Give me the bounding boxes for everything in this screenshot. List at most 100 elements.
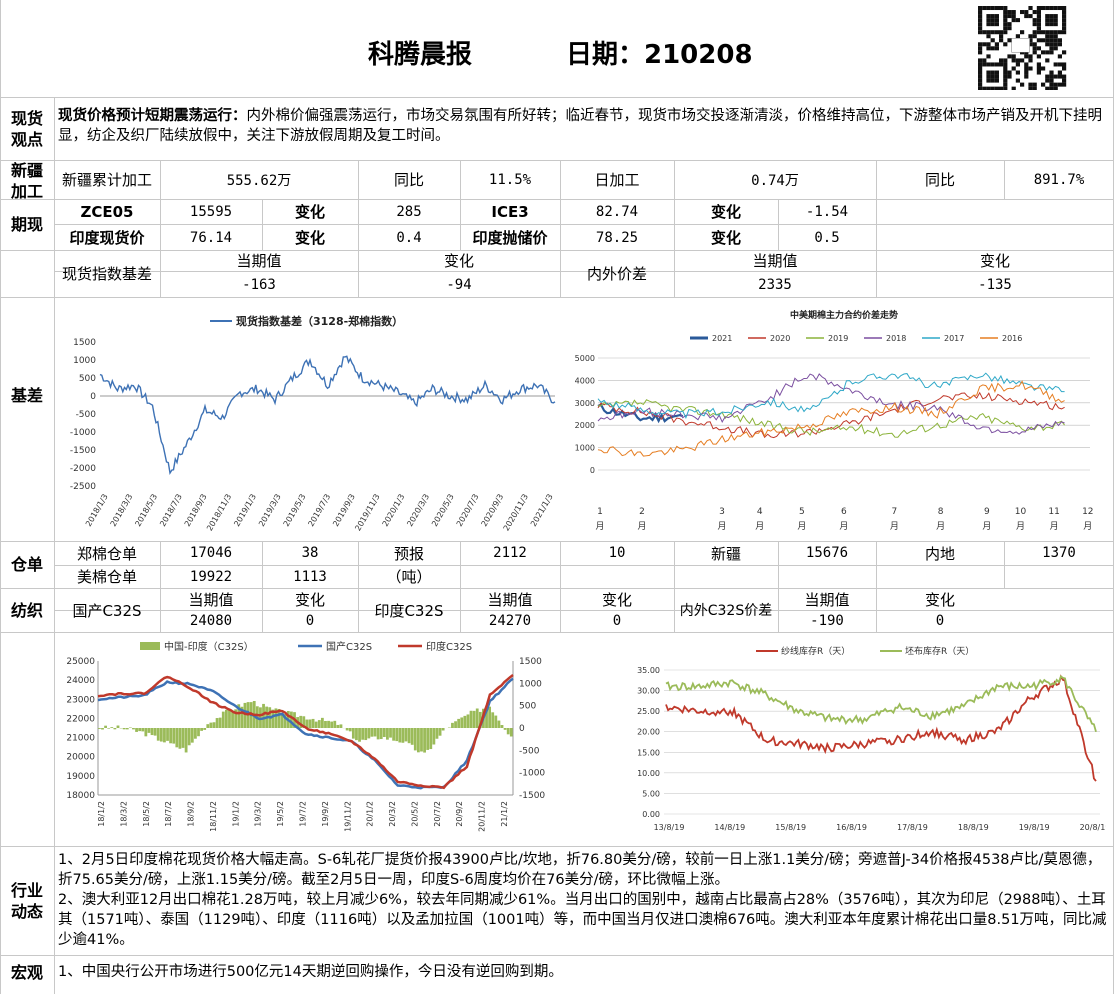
x-tick-label: 2020/5/3: [430, 493, 456, 529]
y-tick-label: 0: [590, 466, 595, 475]
futures-row1-cell-5: 82.74: [595, 203, 639, 220]
qr-module: [1036, 30, 1041, 35]
qr-module: [994, 70, 999, 75]
qr-module: [1057, 62, 1062, 67]
x-tick-unit: 月: [890, 521, 899, 532]
diff-bar: [367, 728, 371, 739]
qr-module: [1028, 6, 1033, 11]
domestic-c32s-current-header: 当期值: [188, 590, 234, 609]
domestic-c32s-change-value: 0: [305, 613, 315, 629]
x-tick-label: 9: [984, 507, 990, 517]
qr-module: [1020, 58, 1025, 63]
qr-module: [1028, 54, 1033, 59]
qr-module: [982, 62, 987, 67]
qr-module: [1062, 14, 1067, 19]
report-date: 日期：210208: [566, 40, 753, 70]
x-tick-label: 2019/3/3: [257, 493, 283, 529]
x-tick-label: 18/9/2: [187, 801, 196, 827]
qr-module: [1049, 86, 1054, 91]
diff-bar: [472, 710, 476, 728]
inventory-days-chart: 纱线库存R（天） 坯布库存R（天） 35.00 30.00 25.00 20.00 15.0…: [637, 645, 1106, 832]
c32s-spread-label: 内外C32S价差: [679, 603, 773, 619]
y-tick-label: 18000: [66, 791, 95, 801]
qr-module: [1015, 34, 1020, 39]
qr-module: [994, 74, 999, 79]
qr-module: [1062, 26, 1067, 31]
industry-news-2: 2、澳大利亚12月出口棉花1.28万吨，较上月减少6%，较去年同期减少61%。当…: [58, 892, 1107, 948]
diff-bar: [330, 721, 334, 728]
legend-swatch: [140, 642, 160, 650]
x-tick-label: 18/11/2: [209, 801, 218, 832]
x-tick-label: 15/8/19: [775, 823, 806, 832]
x-tick-label: 1: [597, 507, 603, 517]
diff-bar: [302, 716, 306, 728]
y-tick-label: 21000: [66, 734, 95, 744]
x-tick-label: 2021/1/3: [529, 493, 555, 529]
diff-bar: [404, 728, 408, 742]
qr-module: [994, 42, 999, 47]
india-c32s-current-value: 24270: [488, 613, 532, 629]
diff-bar: [221, 711, 225, 728]
qr-module: [1057, 6, 1062, 11]
diff-bar: [132, 728, 135, 730]
basis-section-label: 基差: [10, 386, 43, 405]
qr-module: [978, 46, 983, 51]
qr-module: [994, 22, 999, 27]
qr-module: [1015, 18, 1020, 23]
x-tick-label: 16/8/19: [836, 823, 867, 832]
qr-module: [986, 42, 991, 47]
report-title: 科腾晨报: [368, 40, 473, 70]
x-tick-label: 2018/1/3: [84, 493, 110, 529]
x-tick-label: 21/1/2: [500, 801, 509, 827]
qr-module: [1045, 22, 1050, 27]
domestic-c32s-current-value: 24080: [189, 613, 233, 629]
xj-daily-value: 0.74万: [751, 172, 799, 189]
diff-bar: [308, 719, 312, 728]
qr-module: [1007, 14, 1012, 19]
diff-bar: [166, 728, 169, 741]
series-line-印度C32S: [97, 674, 514, 790]
qr-module: [1032, 22, 1037, 27]
legend-label: 2018: [886, 334, 906, 343]
industry-section-label: 行业 动态: [10, 881, 43, 921]
qr-module: [999, 86, 1004, 91]
qr-module: [986, 62, 991, 67]
macro-news: 1、中国央行公开市场进行500亿元14天期逆回购操作，今日没有逆回购到期。: [58, 964, 563, 980]
series-line-2019: [597, 399, 1065, 438]
qr-module: [1020, 10, 1025, 15]
diff-bar: [138, 728, 142, 732]
qr-module: [1053, 86, 1058, 91]
diff-bar: [116, 725, 120, 728]
qr-module: [1020, 30, 1025, 35]
diff-bar: [373, 728, 377, 737]
warehouse-r2-cell-3: （吨）: [386, 568, 432, 586]
x-tick-label: 8: [938, 507, 944, 517]
x-tick-label: 18/8/19: [958, 823, 989, 832]
qr-module: [1057, 38, 1062, 43]
futures-row1-cell-6: 变化: [710, 203, 741, 221]
diff-bar: [122, 728, 126, 730]
qr-module: [978, 26, 983, 31]
x-tick-label: 2018/3/3: [109, 493, 135, 529]
diff-bar: [410, 728, 414, 745]
qr-module: [978, 30, 983, 35]
xj-yoy-label: 同比: [393, 171, 424, 189]
qr-module: [1062, 78, 1067, 83]
futures-row2-cell-4: 印度抛储价: [472, 229, 548, 247]
qr-module: [1036, 66, 1041, 71]
qr-module: [1011, 86, 1016, 91]
diff-bar: [203, 728, 207, 730]
y-tick-label: -500: [76, 410, 97, 420]
qr-logo: [1011, 37, 1030, 53]
qr-module: [982, 86, 987, 91]
qr-module: [978, 66, 983, 71]
y2-tick-label: 1000: [519, 679, 542, 689]
diff-bar: [317, 720, 321, 728]
qr-module: [1011, 58, 1016, 63]
diff-bar: [463, 715, 467, 728]
y-tick-label: 25.00: [637, 707, 660, 716]
qr-module: [990, 18, 995, 23]
diff-bar: [184, 728, 188, 753]
x-tick-label: 20/3/2: [388, 801, 397, 827]
diff-bar: [475, 708, 479, 728]
